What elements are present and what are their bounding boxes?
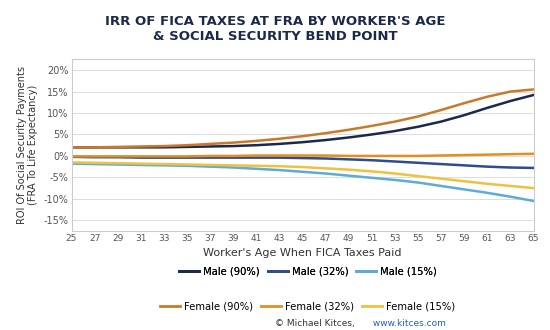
Legend: Female (90%), Female (32%), Female (15%): Female (90%), Female (32%), Female (15%): [156, 297, 460, 315]
Legend: Male (90%), Male (32%), Male (15%): Male (90%), Male (32%), Male (15%): [175, 262, 441, 280]
Text: © Michael Kitces,: © Michael Kitces,: [275, 319, 355, 328]
Text: IRR OF FICA TAXES AT FRA BY WORKER'S AGE
& SOCIAL SECURITY BEND POINT: IRR OF FICA TAXES AT FRA BY WORKER'S AGE…: [104, 15, 446, 43]
X-axis label: Worker's Age When FICA Taxes Paid: Worker's Age When FICA Taxes Paid: [204, 248, 402, 258]
Y-axis label: ROI Of Social Security Payments
(FRA To Life Expectancy): ROI Of Social Security Payments (FRA To …: [16, 66, 38, 224]
Text: www.kitces.com: www.kitces.com: [370, 319, 446, 328]
